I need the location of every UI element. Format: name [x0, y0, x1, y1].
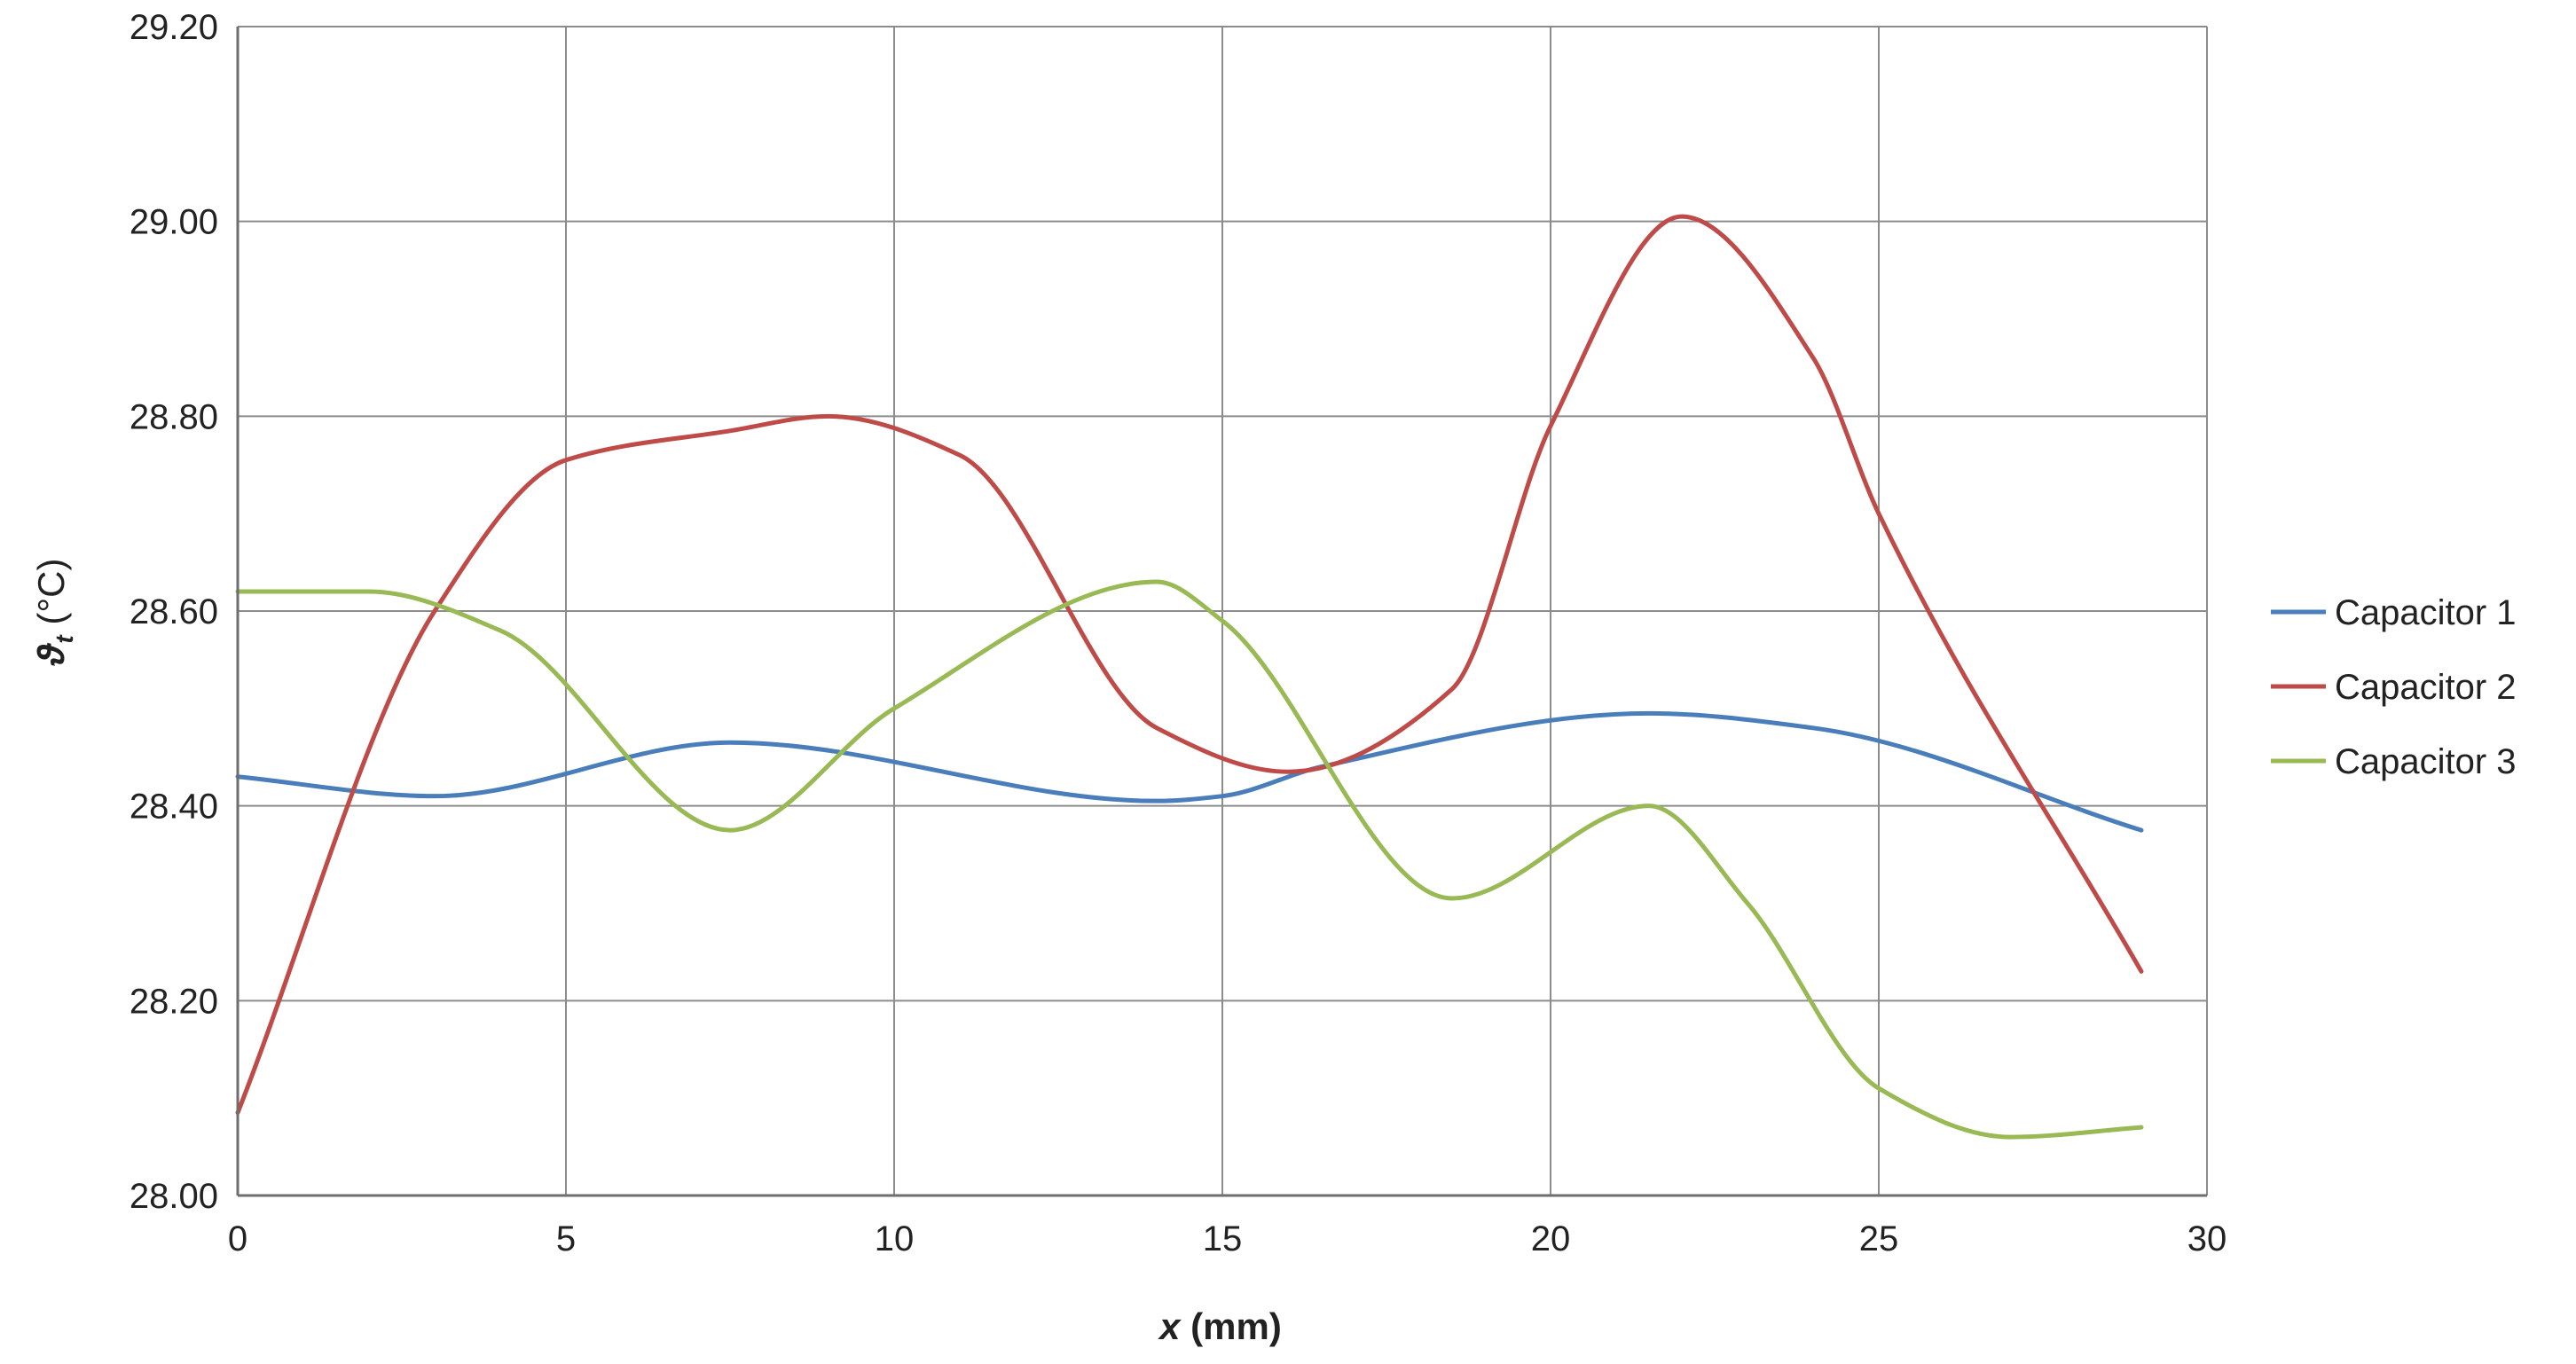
y-tick-label: 28.20 — [130, 982, 218, 1021]
y-axis-subscript: t — [51, 634, 78, 644]
legend-label-capacitor-1: Capacitor 1 — [2335, 593, 2517, 632]
x-axis-variable: x — [1158, 1305, 1182, 1347]
grid — [237, 26, 2208, 1196]
x-tick-label: 10 — [875, 1219, 915, 1258]
x-tick-label: 25 — [1859, 1219, 1899, 1258]
legend-label-capacitor-2: Capacitor 2 — [2335, 668, 2517, 707]
y-axis-variable: ϑ — [30, 642, 72, 666]
series-line-capacitor-2 — [235, 214, 2144, 1116]
y-tick-label: 28.80 — [130, 397, 218, 436]
x-tick-label: 15 — [1203, 1219, 1243, 1258]
y-axis-unit: (°C) — [30, 559, 72, 636]
x-tick-label: 20 — [1531, 1219, 1571, 1258]
x-tick-label: 5 — [556, 1219, 576, 1258]
x-tick-label: 0 — [228, 1219, 247, 1258]
y-tick-label: 28.40 — [130, 788, 218, 827]
series-line-capacitor-1 — [235, 710, 2144, 833]
tick-labels: 0 5 10 15 20 25 30 28.00 28.20 28.40 28.60 28.80 29.… — [130, 8, 2227, 1258]
y-tick-label: 28.00 — [130, 1177, 218, 1216]
y-tick-label: 29.00 — [130, 203, 218, 242]
legend-label-capacitor-3: Capacitor 3 — [2335, 742, 2517, 781]
y-axis-title: ϑt (°C) — [30, 559, 78, 667]
y-tick-label: 28.60 — [130, 592, 218, 631]
x-tick-label: 30 — [2187, 1219, 2227, 1258]
axes — [236, 27, 2207, 1197]
series-line-capacitor-3 — [235, 579, 2144, 1140]
series-lines — [235, 214, 2144, 1140]
x-axis-title: x (mm) — [1158, 1305, 1282, 1347]
y-tick-label: 29.20 — [130, 8, 218, 47]
legend: Capacitor 1 Capacitor 2 Capacitor 3 — [2271, 593, 2517, 781]
x-axis-unit: (mm) — [1181, 1305, 1282, 1347]
